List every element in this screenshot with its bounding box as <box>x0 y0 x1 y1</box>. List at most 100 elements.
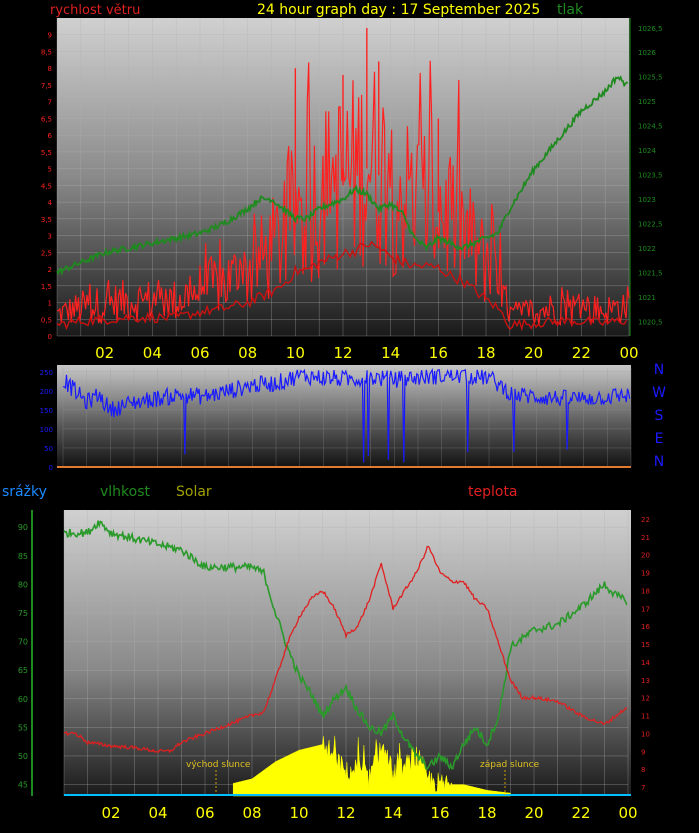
temperature-tick-label: 12 <box>641 695 650 703</box>
wind-tick-label: 6 <box>48 132 53 140</box>
solar-area <box>232 735 511 797</box>
direction-tick-label: 0 <box>49 464 53 472</box>
compass-label: E <box>655 431 664 447</box>
wind-speed-label: rychlost větru <box>50 3 140 18</box>
compass-label: S <box>655 408 664 424</box>
compass-label: N <box>654 454 664 470</box>
humidity-tick-label: 80 <box>18 580 28 589</box>
panel2-background <box>57 365 631 468</box>
wind-pressure-panel: 0 0,5 1 1,5 2 2,5 3 3,5 4 4,5 5 5,5 6 6,5 7 7,5 8 8,5 9 10… <box>41 18 663 341</box>
direction-tick-label: 50 <box>44 445 53 453</box>
compass-label: N <box>654 362 664 378</box>
pressure-tick-label: 1021,5 <box>638 269 663 277</box>
temperature-tick-label: 8 <box>641 766 645 774</box>
temperature-tick-label: 16 <box>641 623 650 631</box>
humidity-tick-label: 45 <box>18 781 28 790</box>
temperature-line <box>64 545 628 754</box>
graph-title: 24 hour graph day : 17 September 2025 <box>257 2 540 18</box>
temperature-tick-label: 18 <box>641 587 650 595</box>
temperature-tick-label: 17 <box>641 605 650 613</box>
direction-series <box>63 367 631 463</box>
humidity-line <box>63 520 628 771</box>
wind-tick-label: 0,5 <box>41 316 52 324</box>
wind-tick-label: 3,5 <box>41 216 52 224</box>
humidity-tick-label: 85 <box>18 552 28 561</box>
pressure-tick-label: 1023 <box>638 196 656 204</box>
humidity-tick-label: 65 <box>18 666 28 675</box>
temperature-tick-label: 21 <box>641 534 650 542</box>
humidity-tick-label: 50 <box>18 752 28 761</box>
pressure-axis-ticks: 1020,5 1021 1021,5 1022 1022,5 1023 1023,5 1024… <box>638 25 663 327</box>
pressure-tick-label: 1025 <box>638 98 656 106</box>
wind-tick-label: 4 <box>48 199 53 207</box>
pressure-label: tlak <box>557 2 584 18</box>
hour-tick-label: 02 <box>95 344 114 362</box>
temperature-tick-label: 14 <box>641 659 650 667</box>
wind-tick-label: 4,5 <box>41 182 52 190</box>
humidity-temperature-panel: 45 50 55 60 65 70 75 80 85 90 7 8 9 10 11 12 13 14 15 16 17… <box>18 510 650 797</box>
temperature-label: teplota <box>468 484 518 500</box>
wind-average-line <box>56 240 628 332</box>
humidity-tick-label: 75 <box>18 609 28 618</box>
pressure-tick-label: 1023,5 <box>638 172 663 180</box>
wind-tick-label: 1 <box>48 300 52 308</box>
panel3-background <box>64 510 631 796</box>
wind-tick-label: 3 <box>48 233 52 241</box>
humidity-axis-ticks: 45 50 55 60 65 70 75 80 85 90 <box>18 523 28 789</box>
hour-tick-label: 00 <box>618 804 637 822</box>
hour-tick-label: 18 <box>477 804 496 822</box>
rain-label: srážky <box>2 484 47 500</box>
pressure-tick-label: 1020,5 <box>638 318 663 326</box>
temperature-tick-label: 20 <box>641 552 650 560</box>
compass-label: W <box>652 385 666 401</box>
wind-tick-label: 6,5 <box>41 115 52 123</box>
wind-tick-label: 7 <box>48 99 52 107</box>
pressure-tick-label: 1024 <box>638 147 656 155</box>
humidity-tick-label: 55 <box>18 723 28 732</box>
pressure-tick-label: 1025,5 <box>638 74 663 82</box>
wind-tick-label: 7,5 <box>41 82 52 90</box>
direction-tick-label: 100 <box>40 426 53 434</box>
direction-tick-label: 250 <box>40 369 53 377</box>
hour-tick-label: 06 <box>195 804 214 822</box>
temperature-tick-label: 15 <box>641 641 650 649</box>
hour-tick-label: 14 <box>383 804 402 822</box>
hour-tick-label: 10 <box>289 804 308 822</box>
hour-tick-label: 00 <box>619 344 638 362</box>
hour-tick-label: 04 <box>143 344 162 362</box>
hour-tick-label: 16 <box>429 344 448 362</box>
wind-tick-label: 9 <box>48 32 52 40</box>
wind-tick-label: 8,5 <box>41 48 52 56</box>
wind-tick-label: 2,5 <box>41 249 52 257</box>
temperature-tick-label: 13 <box>641 677 650 685</box>
direction-tick-label: 200 <box>40 388 53 396</box>
hour-tick-label: 12 <box>336 804 355 822</box>
hour-tick-label: 22 <box>571 804 590 822</box>
pressure-tick-label: 1026 <box>638 49 656 57</box>
humidity-tick-label: 60 <box>18 695 28 704</box>
hour-axis-ticks: 02 04 06 08 10 12 14 16 18 20 22 00 <box>95 344 638 362</box>
wind-tick-label: 0 <box>48 333 52 341</box>
hour-tick-label: 12 <box>333 344 352 362</box>
pressure-tick-label: 1022,5 <box>638 220 663 228</box>
humidity-label: vlhkost <box>100 484 151 500</box>
hour-tick-label: 10 <box>286 344 305 362</box>
temperature-tick-label: 11 <box>641 713 650 721</box>
temperature-tick-label: 19 <box>641 570 650 578</box>
sunrise-label: východ slunce <box>186 760 251 770</box>
temperature-tick-label: 22 <box>641 516 650 524</box>
wind-tick-label: 2 <box>48 266 52 274</box>
hour-tick-label: 20 <box>524 804 543 822</box>
hour-tick-label: 06 <box>190 344 209 362</box>
wind-tick-label: 1,5 <box>41 283 52 291</box>
pressure-line <box>56 75 629 277</box>
solar-label: Solar <box>176 484 212 500</box>
pressure-tick-label: 1024,5 <box>638 123 663 131</box>
panel3-grid <box>63 510 629 796</box>
wind-axis-ticks: 0 0,5 1 1,5 2 2,5 3 3,5 4 4,5 5 5,5 6 6,5 7 7,5 8 8,5 9 <box>41 32 53 341</box>
wind-pressure-series <box>56 28 630 332</box>
wind-tick-label: 5 <box>48 166 52 174</box>
pressure-tick-label: 1021 <box>638 294 656 302</box>
humidity-temperature-series <box>63 520 628 797</box>
